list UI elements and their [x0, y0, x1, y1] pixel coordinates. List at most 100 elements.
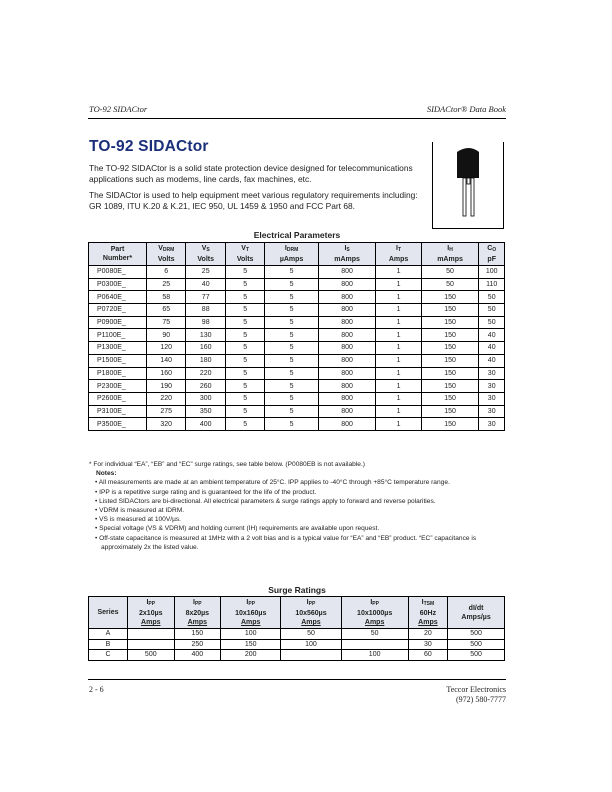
table-cell: 25: [185, 265, 226, 279]
table-cell: 1: [375, 341, 422, 355]
table-cell: 140: [145, 353, 187, 368]
table-cell: 800: [317, 290, 377, 305]
table-row: P2600E_ 220 300 5 5 800 1 150 30: [88, 391, 505, 406]
table-cell: 5: [264, 328, 319, 343]
table-cell: 5: [264, 404, 319, 419]
table-cell: 150: [420, 404, 480, 419]
table-cell: 350: [185, 404, 226, 419]
column-header: IPP 2x10µs Amps: [127, 596, 175, 629]
table-cell: P3500E_: [88, 417, 147, 431]
table-cell: 100: [280, 638, 342, 650]
header-symbol: I: [146, 599, 149, 606]
table-cell: 30: [478, 417, 505, 431]
table-cell: 110: [478, 277, 505, 292]
header-subscript: PP: [148, 601, 156, 607]
header-subscript: PP: [372, 601, 379, 607]
table-cell: 5: [224, 417, 266, 431]
table-cell: 1: [375, 328, 422, 343]
table-cell: P1500E_: [88, 353, 147, 368]
table-cell: 1: [375, 366, 422, 381]
table-cell: 190: [145, 379, 187, 393]
note-item: • Special voltage (VS & VDRM) and holdin…: [95, 525, 380, 533]
header-symbol: C: [487, 245, 493, 252]
table-cell: 58: [145, 290, 187, 305]
table-cell: C: [88, 649, 128, 661]
table-cell: 5: [224, 315, 266, 330]
header-condition: Amps/µs: [461, 613, 491, 621]
header-symbol: I: [447, 245, 450, 252]
table-cell: 100: [478, 265, 505, 279]
table-cell: 5: [264, 353, 319, 368]
table-cell: 150: [420, 366, 480, 381]
table-cell: 1: [375, 379, 422, 393]
header-symbol: V: [201, 245, 207, 252]
table-cell: 50: [478, 303, 505, 317]
table-cell: 5: [264, 341, 319, 355]
table-row: P0720E_ 65 88 5 5 800 1 150 50: [88, 303, 505, 317]
table-cell: 800: [317, 303, 377, 317]
table-cell: 65: [145, 303, 187, 317]
header-condition: 2x10µs: [139, 610, 163, 617]
table-cell: 30: [478, 366, 505, 381]
table-cell: 50: [420, 277, 480, 292]
header-rule: [88, 118, 506, 119]
header-subscript: O: [492, 247, 497, 253]
header-subscript: T: [245, 247, 250, 253]
header-unit: Amps: [301, 619, 321, 626]
table-cell: 5: [224, 404, 266, 419]
table-row: P1500E_ 140 180 5 5 800 1 150 40: [88, 353, 505, 368]
table-row: P0900E_ 75 98 5 5 800 1 150 50: [88, 315, 505, 330]
table-cell: 500: [447, 628, 505, 640]
table-cell: [340, 638, 409, 650]
table-cell: 220: [185, 366, 226, 381]
header-condition: 10x160µs: [235, 610, 267, 617]
column-header: CO pF: [478, 242, 505, 266]
header-unit: Number*: [102, 255, 133, 262]
table-cell: 5: [264, 366, 319, 381]
note-item: • All measurements are made at an ambien…: [95, 479, 450, 487]
table-cell: 150: [220, 638, 282, 650]
header-unit: Amps: [187, 619, 208, 626]
table-cell: 800: [317, 366, 377, 381]
table-cell: P0900E_: [88, 315, 147, 330]
table-cell: 98: [185, 315, 226, 330]
table-row: C 500 400 200 100 60 500: [88, 649, 505, 661]
header-symbol: I: [421, 599, 424, 606]
table-cell: 5: [224, 391, 266, 406]
table-cell: 30: [478, 379, 505, 393]
table-cell: P1100E_: [88, 328, 147, 343]
header-unit: Amps: [418, 619, 438, 626]
table-cell: 1: [375, 303, 422, 317]
table-cell: 5: [264, 303, 319, 317]
table-cell: 150: [420, 315, 480, 330]
header-unit: Amps: [364, 619, 385, 626]
note-item: • IPP is a repetitive surge rating and i…: [95, 488, 317, 496]
column-header: IH mAmps: [420, 242, 480, 266]
header-symbol: I: [193, 599, 195, 606]
table-cell: 100: [220, 628, 282, 640]
table-cell: 160: [145, 366, 187, 381]
header-condition: 10x560µs: [295, 610, 327, 617]
column-header: VDRM Volts: [145, 242, 187, 266]
table-cell: 260: [185, 379, 226, 393]
electrical-parameters-table: Part Number* VDRM Volts VS Volts VT Volts IDRM µA…: [88, 242, 505, 431]
table-cell: 130: [185, 328, 226, 343]
header-condition: 60Hz: [419, 610, 437, 617]
table-cell: 5: [264, 417, 319, 431]
header-unit: µAmps: [279, 256, 304, 263]
header-subscript: PP: [248, 601, 256, 607]
table-cell: P3100E_: [88, 404, 147, 419]
header-subscript: S: [346, 247, 350, 253]
table-cell: 800: [317, 391, 377, 406]
table-cell: 180: [185, 353, 226, 368]
table-cell: 40: [478, 328, 505, 343]
column-header: VT Volts: [224, 242, 266, 266]
table-cell: 500: [127, 649, 175, 661]
table-row: P0640E_ 58 77 5 5 800 1 150 50: [88, 290, 505, 305]
page-number: 2 - 6: [89, 685, 104, 694]
header-subscript: S: [206, 247, 210, 253]
table-cell: 150: [420, 353, 480, 368]
header-condition: 10x1000µs: [357, 610, 393, 617]
header-symbol: V: [241, 245, 246, 252]
table-cell: 5: [264, 265, 319, 279]
